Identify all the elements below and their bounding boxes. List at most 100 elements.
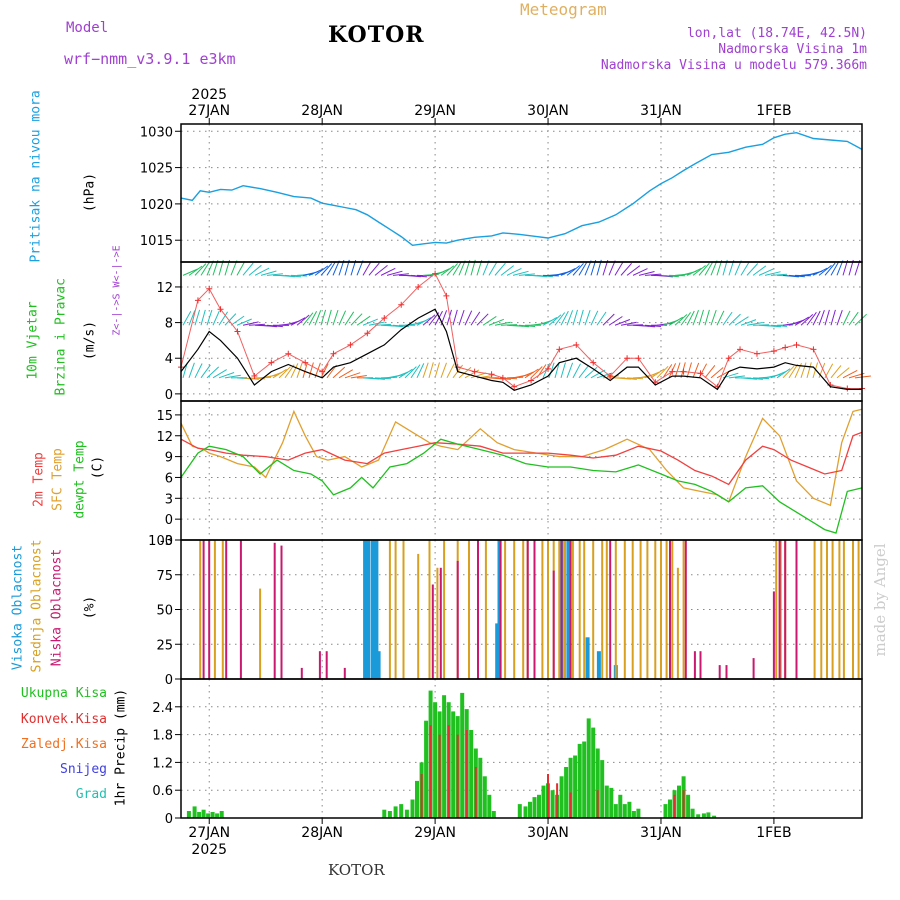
wind-arrow bbox=[320, 263, 333, 276]
wind-arrow bbox=[836, 260, 844, 276]
wind-arrow bbox=[686, 267, 702, 276]
wind-arrow bbox=[806, 312, 817, 326]
wind-arrow bbox=[332, 309, 339, 326]
cloud-bar bbox=[325, 651, 328, 679]
wind-arrow bbox=[746, 377, 763, 380]
wind-arrow bbox=[836, 367, 850, 379]
wind-arrow bbox=[488, 318, 504, 326]
gust-marker bbox=[499, 374, 506, 381]
gust-marker bbox=[680, 368, 687, 375]
wind-arrow bbox=[278, 366, 291, 379]
wind-arrow bbox=[698, 262, 710, 276]
wind-arrow bbox=[548, 314, 562, 326]
legend-convective: Konvek.Kisa bbox=[20, 712, 107, 727]
wind-arrow bbox=[710, 309, 717, 326]
wind-arrow bbox=[188, 362, 195, 379]
precip-bar bbox=[197, 812, 202, 818]
wind-arrow bbox=[830, 309, 836, 326]
y-tick-label: 0 bbox=[165, 812, 173, 827]
wind-arrow bbox=[554, 362, 560, 378]
cloud-bar bbox=[436, 567, 439, 679]
gust-marker bbox=[330, 350, 337, 357]
wind-arrow bbox=[854, 313, 867, 326]
wind-arrow bbox=[230, 315, 245, 326]
wind-arrow bbox=[494, 262, 506, 276]
precip-bar bbox=[465, 730, 468, 818]
wind-arrow bbox=[446, 309, 452, 326]
precip-bar bbox=[482, 776, 487, 818]
precip-bar bbox=[582, 741, 587, 818]
gust-marker bbox=[432, 270, 439, 277]
precip-bar bbox=[550, 790, 555, 818]
cloud-bar bbox=[838, 540, 841, 679]
wind-arrow bbox=[272, 368, 287, 379]
wind-arrow bbox=[344, 311, 355, 326]
wind-arrow bbox=[440, 362, 447, 379]
precip-bar bbox=[547, 774, 549, 818]
gust-marker bbox=[635, 355, 642, 362]
cloud-bar bbox=[280, 545, 283, 679]
precip-bar bbox=[631, 811, 636, 818]
wind-arrow bbox=[434, 310, 443, 326]
y-tick-label: 9 bbox=[165, 451, 173, 466]
cloud-bar bbox=[513, 540, 516, 679]
wind-arrow bbox=[374, 265, 388, 276]
cloud-bar bbox=[654, 540, 657, 679]
wind-arrow bbox=[596, 311, 607, 326]
wind-arrow bbox=[374, 377, 392, 380]
wind-arrow bbox=[260, 324, 277, 328]
cloud-bar bbox=[273, 542, 276, 679]
wind-arrow bbox=[590, 369, 606, 379]
precip-bar bbox=[517, 804, 522, 818]
wind-arrow bbox=[338, 310, 347, 326]
wind-arrow bbox=[806, 362, 812, 378]
wind-arrow bbox=[434, 268, 450, 276]
wind-arrow bbox=[416, 317, 432, 326]
wind-arrow bbox=[422, 314, 436, 326]
wind-arrow bbox=[236, 318, 252, 326]
wind-arrow bbox=[332, 366, 346, 379]
wind-arrow bbox=[188, 265, 203, 276]
cloud-bar bbox=[813, 540, 816, 679]
wind-arrow bbox=[296, 314, 310, 326]
gust-marker bbox=[556, 346, 563, 353]
wind-arrow bbox=[362, 318, 378, 326]
y-tick-label: 0 bbox=[165, 673, 173, 688]
wind-arrow bbox=[356, 260, 364, 276]
wind-arrow bbox=[638, 271, 655, 276]
wind-arrow bbox=[770, 371, 786, 379]
model-label: Model bbox=[66, 20, 109, 36]
wind-arrow bbox=[734, 316, 749, 326]
wind-arrow bbox=[746, 263, 759, 276]
wind-arrow bbox=[746, 322, 763, 326]
wind-arrow bbox=[662, 274, 679, 278]
y-tick-label: 4 bbox=[165, 352, 173, 367]
wind-arrow bbox=[614, 261, 624, 276]
precip-bar bbox=[186, 811, 191, 818]
wind-arrow bbox=[512, 324, 529, 328]
wind-arrow bbox=[356, 315, 371, 326]
cloud-bar bbox=[456, 560, 459, 679]
wind-arrow bbox=[482, 315, 497, 326]
wind-arrow bbox=[518, 273, 535, 276]
wind-arrow bbox=[440, 265, 455, 276]
wind-arrow bbox=[728, 375, 745, 379]
precip-bar bbox=[636, 808, 641, 818]
wind-arrow bbox=[182, 311, 192, 326]
wind-arrow bbox=[590, 310, 599, 326]
cloud-bar bbox=[592, 540, 595, 679]
precip-bar bbox=[528, 801, 532, 818]
wind-arrow bbox=[290, 317, 306, 326]
cloud-bar bbox=[693, 651, 696, 679]
cloud-bar bbox=[428, 540, 431, 679]
gust-marker bbox=[770, 348, 777, 355]
gust-marker bbox=[545, 365, 552, 372]
cloud-bar bbox=[366, 540, 371, 679]
panel-frame bbox=[180, 678, 863, 819]
cloud-bar bbox=[343, 667, 346, 679]
precip-bar bbox=[456, 734, 459, 818]
wind-arrow bbox=[584, 309, 591, 326]
gust-marker bbox=[454, 364, 461, 371]
wind-arrow bbox=[692, 362, 700, 379]
wind-arrow bbox=[308, 310, 318, 326]
